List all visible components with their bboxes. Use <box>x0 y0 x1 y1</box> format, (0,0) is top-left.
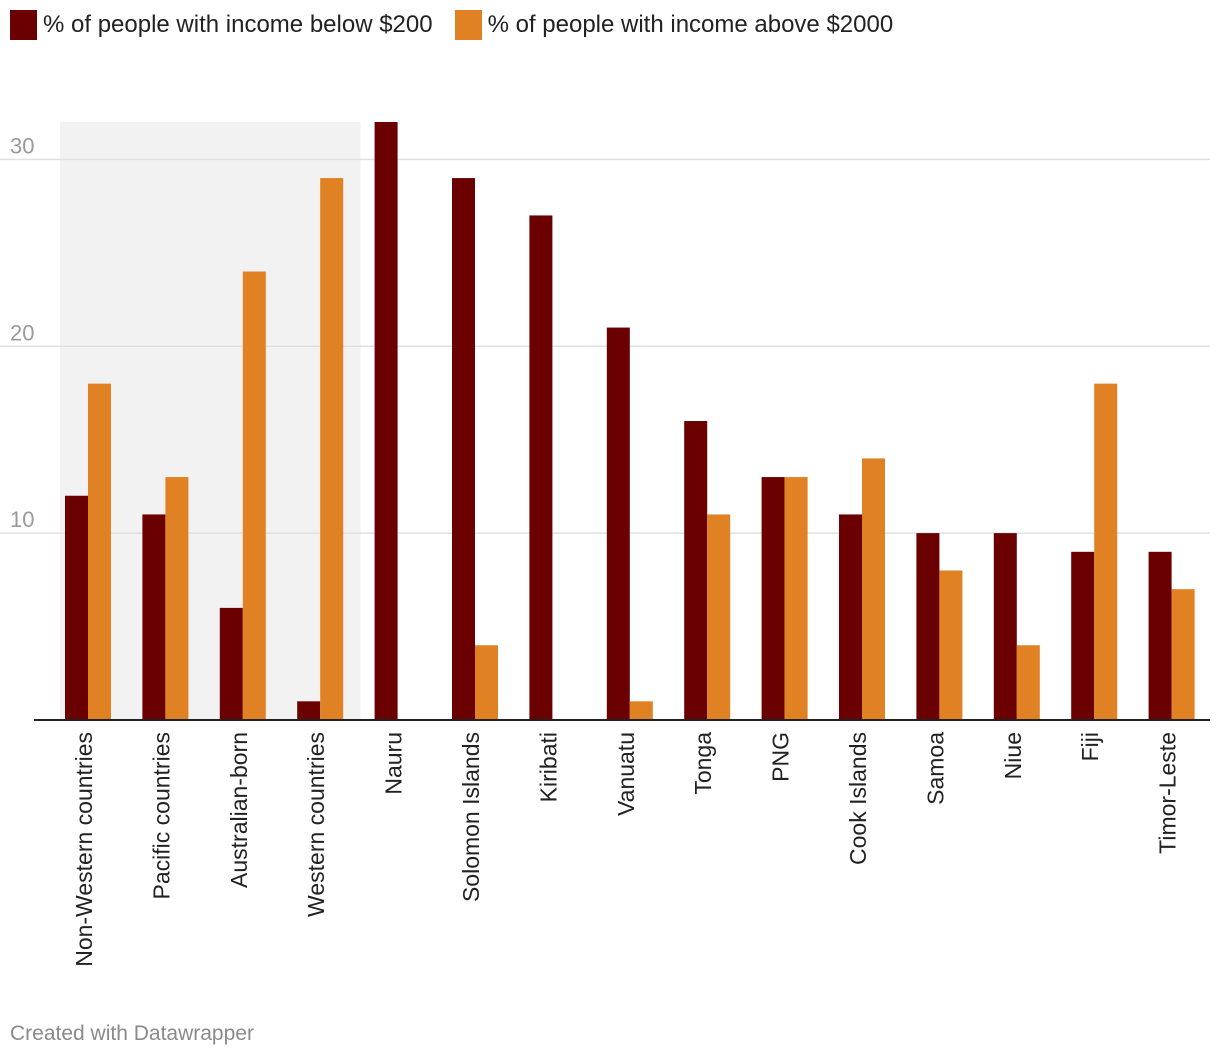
legend-label-above: % of people with income above $2000 <box>487 11 894 38</box>
x-tick-label-10: Cook Islands <box>845 732 871 865</box>
legend-swatch-below <box>10 10 37 40</box>
x-tick-label-8: Tonga <box>690 732 716 795</box>
legend-label-below: % of people with income below $200 <box>43 11 433 38</box>
bar-above-13 <box>1094 383 1118 720</box>
bar-below-12 <box>993 533 1017 720</box>
bar-above-8 <box>707 514 731 720</box>
bar-below-9 <box>761 477 785 720</box>
bar-below-1 <box>142 514 166 720</box>
x-tick-label-6: Kiribati <box>535 732 561 802</box>
bar-below-0 <box>65 495 88 720</box>
bar-below-2 <box>219 607 243 720</box>
x-tick-label-14: Timor-Leste <box>1155 732 1181 854</box>
x-tick-label-3: Western countries <box>303 732 329 917</box>
bar-above-1 <box>165 477 189 720</box>
bar-above-5 <box>475 645 498 720</box>
x-tick-label-9: PNG <box>768 732 794 782</box>
bar-above-9 <box>784 477 808 720</box>
x-tick-label-13: Fiji <box>1077 732 1103 761</box>
y-tick-label-10: 10 <box>10 507 34 532</box>
bar-below-14 <box>1148 551 1172 720</box>
bar-above-14 <box>1171 589 1195 720</box>
x-tick-label-0: Non-Western countries <box>71 732 97 967</box>
bar-above-3 <box>320 178 344 720</box>
bar-above-7 <box>629 701 653 720</box>
y-tick-label-20: 20 <box>10 320 34 345</box>
bar-below-6 <box>529 215 553 720</box>
bar-below-8 <box>684 421 708 720</box>
x-tick-label-5: Solomon Islands <box>458 732 484 902</box>
x-tick-label-12: Niue <box>1000 732 1026 779</box>
bar-below-3 <box>297 701 321 720</box>
bar-below-7 <box>606 327 630 720</box>
bar-below-11 <box>916 533 940 720</box>
x-tick-label-11: Samoa <box>922 732 948 805</box>
y-tick-label-30: 30 <box>10 133 34 158</box>
x-tick-label-2: Australian-born <box>226 732 252 888</box>
x-tick-label-7: Vanuatu <box>613 732 639 816</box>
legend-item-above: % of people with income above $2000 <box>454 10 894 40</box>
bar-above-11 <box>939 570 963 720</box>
legend-item-below: % of people with income below $200 <box>10 10 433 40</box>
legend-swatch-above <box>454 10 482 40</box>
bar-above-12 <box>1016 645 1040 720</box>
bar-below-10 <box>839 514 862 720</box>
bar-below-4 <box>374 122 398 720</box>
bar-above-0 <box>88 383 111 720</box>
x-tick-label-4: Nauru <box>381 732 407 795</box>
bar-above-2 <box>242 271 266 720</box>
bar-below-5 <box>452 178 475 720</box>
bar-above-10 <box>862 458 885 720</box>
legend: % of people with income below $200 % of … <box>10 10 893 40</box>
x-tick-label-1: Pacific countries <box>148 732 174 899</box>
bar-chart: 10 20 30 Non-Western countries Pacific count… <box>0 122 1210 967</box>
bar-below-13 <box>1071 551 1095 720</box>
footer-credit: Created with Datawrapper <box>10 1022 254 1045</box>
